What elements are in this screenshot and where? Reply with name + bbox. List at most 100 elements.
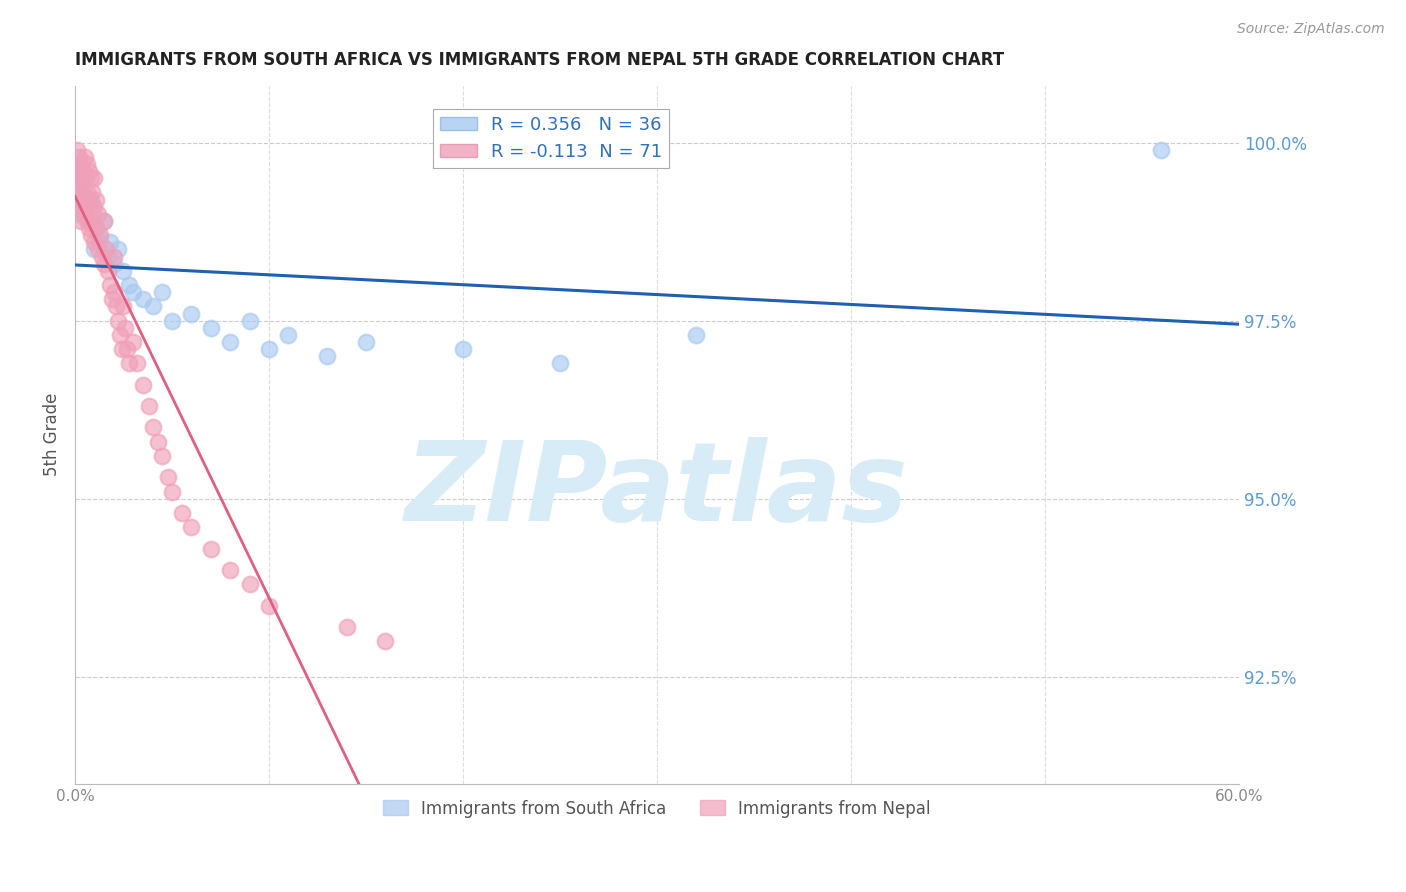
Point [122,334,145,349]
Point [150,285,173,299]
Point [97,264,120,278]
Point [1150,143,1173,157]
Point [72,186,94,200]
Point [108,327,131,342]
Point [86,221,108,235]
Point [67,200,90,214]
Point [79,200,101,214]
Point [160,313,183,327]
Point [685,327,707,342]
Point [66,143,89,157]
Point [548,356,571,370]
Point [117,342,139,356]
Point [98,278,121,293]
Point [77,193,100,207]
Point [200,541,222,556]
Point [142,299,165,313]
Point [118,356,141,370]
Point [79,171,101,186]
Point [97,250,120,264]
Point [66,171,89,186]
Point [180,520,202,534]
Point [72,207,94,221]
Point [122,285,145,299]
Point [86,221,108,235]
Point [93,257,115,271]
Point [83,200,105,214]
Point [132,377,155,392]
Point [219,563,242,577]
Point [118,278,141,293]
Point [86,193,108,207]
Point [69,193,91,207]
Point [77,164,100,178]
Point [76,157,98,171]
Point [73,207,96,221]
Point [89,235,111,250]
Point [138,399,160,413]
Point [125,356,148,370]
Point [73,200,96,214]
Point [87,243,110,257]
Text: Source: ZipAtlas.com: Source: ZipAtlas.com [1237,22,1385,37]
Legend: Immigrants from South Africa, Immigrants from Nepal: Immigrants from South Africa, Immigrants… [377,793,938,824]
Point [277,327,299,342]
Point [239,313,262,327]
Point [91,250,114,264]
Point [104,299,127,313]
Point [76,186,98,200]
Point [79,228,101,243]
Point [180,306,202,320]
Point [83,235,105,250]
Point [87,228,110,243]
Point [72,200,94,214]
Point [132,292,155,306]
Text: ZIPatlas: ZIPatlas [405,437,908,544]
Point [93,214,115,228]
Point [257,599,280,613]
Point [73,150,96,164]
Point [89,228,111,243]
Point [148,434,170,449]
Point [335,620,357,634]
Point [79,193,101,207]
Point [219,334,242,349]
Point [451,342,474,356]
Point [69,214,91,228]
Point [200,320,222,334]
Point [107,243,129,257]
Point [98,235,121,250]
Point [67,164,90,178]
Point [93,214,115,228]
Point [114,320,136,334]
Point [110,342,132,356]
Point [67,178,90,193]
Point [103,285,125,299]
Point [239,577,262,591]
Point [67,150,90,164]
Point [82,214,104,228]
Point [103,257,125,271]
Point [77,214,100,228]
Point [316,349,339,363]
Point [112,264,135,278]
Point [69,171,91,186]
Point [67,200,90,214]
Point [107,313,129,327]
Point [76,193,98,207]
Point [94,243,117,257]
Point [150,449,173,463]
Point [66,157,89,171]
Point [87,207,110,221]
Point [73,171,96,186]
Text: IMMIGRANTS FROM SOUTH AFRICA VS IMMIGRANTS FROM NEPAL 5TH GRADE CORRELATION CHAR: IMMIGRANTS FROM SOUTH AFRICA VS IMMIGRAN… [75,51,1004,69]
Point [82,186,104,200]
Point [83,243,105,257]
Point [157,470,180,484]
Point [72,164,94,178]
Point [354,334,377,349]
Point [69,157,91,171]
Point [69,186,91,200]
Point [66,186,89,200]
Point [112,299,135,313]
